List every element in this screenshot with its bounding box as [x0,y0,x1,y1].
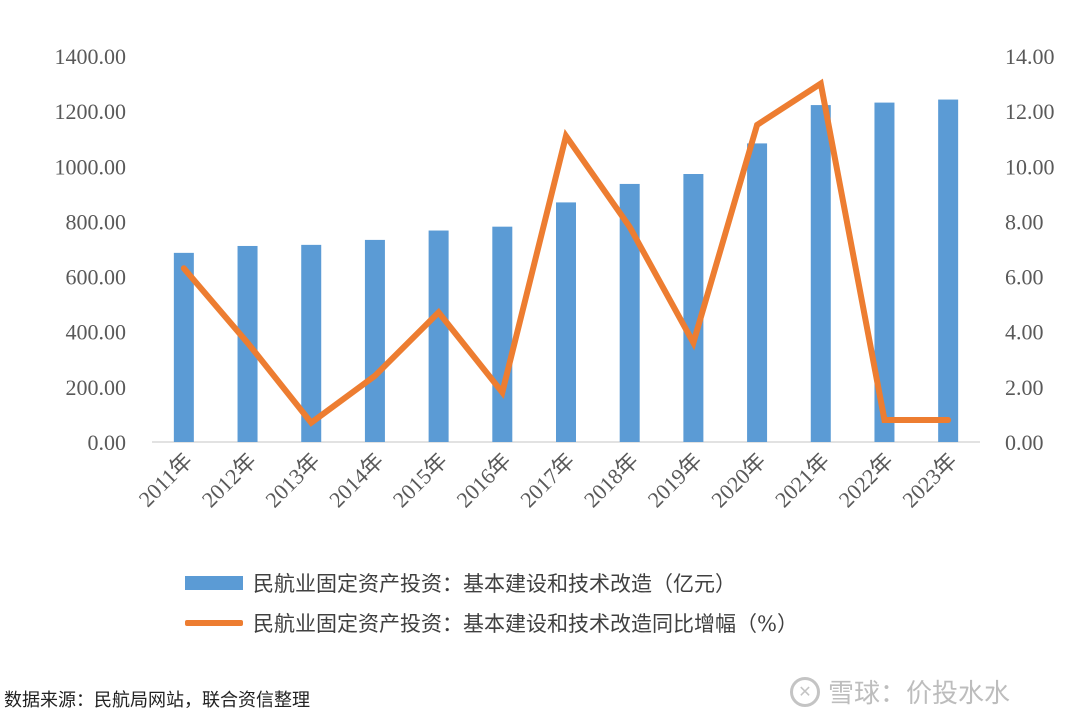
x-tick-label: 2022年 [834,448,898,512]
bar [874,102,895,443]
bar [810,105,831,442]
y-left-tick-label: 0.00 [88,430,127,455]
bar [747,143,768,442]
y-right-tick-label: 4.00 [1005,320,1044,345]
watermark-text: 雪球：价投水水 [828,679,1011,709]
legend: 民航业固定资产投资：基本建设和技术改造（亿元） 民航业固定资产投资：基本建设和技… [185,563,798,643]
chart: 0.00 200.00 400.00 600.00 800.00 1000.00 1200.… [55,44,1055,512]
y-left-tick-label: 600.00 [66,265,127,290]
legend-line-swatch [185,620,243,626]
y-left-tick-label: 1000.00 [55,154,127,179]
y-right-tick-label: 6.00 [1005,265,1044,290]
y-left-tick-label: 1400.00 [55,44,127,69]
x-tick-label: 2013年 [260,448,324,512]
x-tick-label: 2012年 [197,448,261,512]
bar [492,226,513,442]
snowball-logo-icon: ✕ [790,676,820,707]
legend-item-line: 民航业固定资产投资：基本建设和技术改造同比增幅（%） [185,603,798,643]
bar [556,202,576,442]
y-left-tick-label: 1200.00 [55,99,127,124]
y-right-tick-label: 2.00 [1005,375,1044,400]
x-tick-label: 2017年 [515,448,579,512]
y-left-tick-label: 800.00 [66,209,127,234]
legend-bar-label: 民航业固定资产投资：基本建设和技术改造（亿元） [253,572,736,596]
y-right-tick-label: 12.00 [1005,99,1055,124]
bar [428,230,449,442]
x-tick-label: 2014年 [324,448,388,512]
legend-line-label: 民航业固定资产投资：基本建设和技术改造同比增幅（%） [253,612,798,636]
y-left-tick-label: 400.00 [66,320,127,345]
bar [364,239,385,442]
legend-bar-swatch [185,576,243,590]
x-tick-label: 2011年 [134,448,198,512]
bar [619,183,640,442]
x-tick-label: 2016年 [451,448,515,512]
y-right-tick-label: 0.00 [1005,430,1044,455]
y-right-tick-label: 14.00 [1005,44,1055,69]
x-tick-label: 2019年 [643,448,707,512]
bar [938,99,959,442]
source-note: 数据来源：民航局网站，联合资信整理 [4,690,310,711]
watermark: ✕ 雪球：价投水水 [790,673,1010,710]
x-tick-label: 2023年 [897,448,961,512]
x-tick-label: 2021年 [770,448,834,512]
y-right-tick-label: 10.00 [1005,154,1055,179]
legend-item-bar: 民航业固定资产投资：基本建设和技术改造（亿元） [185,563,798,603]
y-left-tick-label: 200.00 [66,375,127,400]
y-right-tick-label: 8.00 [1005,209,1044,234]
x-tick-label: 2018年 [579,448,643,512]
x-tick-label: 2020年 [706,448,770,512]
bar [683,174,704,442]
bar [173,252,194,442]
x-tick-label: 2015年 [388,448,452,512]
bar [301,244,322,442]
